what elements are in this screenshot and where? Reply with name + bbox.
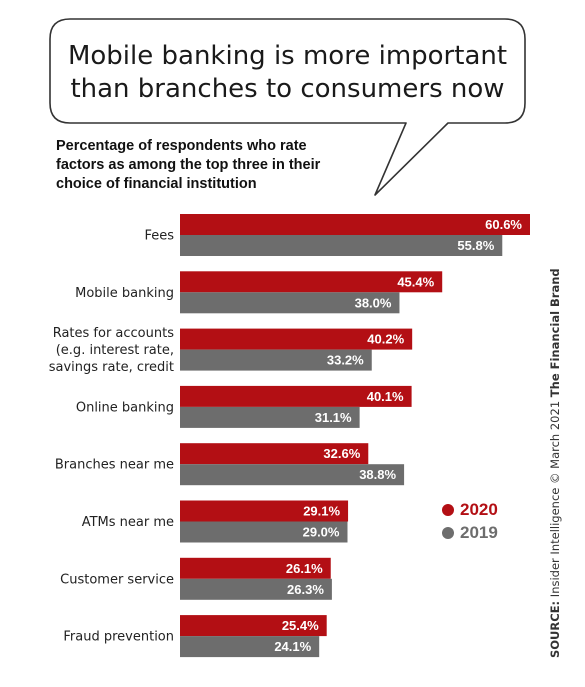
data-label-2019-0: 55.8% <box>457 238 494 253</box>
chart-subtitle: Percentage of respondents who rate facto… <box>56 137 386 194</box>
subtitle-line-2: factors as among the top three in their <box>56 157 321 173</box>
legend-swatch-2019 <box>442 527 454 539</box>
legend-label-2020: 2020 <box>460 500 498 519</box>
data-label-2020-0: 60.6% <box>485 217 522 232</box>
data-label-2019-2: 33.2% <box>327 353 364 368</box>
bar-2019-0 <box>180 235 503 256</box>
data-label-2020-3: 40.1% <box>367 389 404 404</box>
headline-line-1: Mobile banking is more important <box>67 41 508 71</box>
bar-2020-3 <box>180 385 412 407</box>
data-label-2020-6: 26.1% <box>286 561 323 576</box>
bar-2020-5 <box>180 500 349 522</box>
data-label-2019-3: 31.1% <box>315 410 352 425</box>
category-label-2-line-1: (e.g. interest rate, <box>56 343 174 358</box>
category-label-6: Customer service <box>60 572 174 587</box>
subtitle-line-1: Percentage of respondents who rate <box>56 138 307 154</box>
data-label-2019-5: 29.0% <box>303 525 340 540</box>
data-label-2020-2: 40.2% <box>367 332 404 347</box>
source-prefix: SOURCE: <box>548 600 562 658</box>
legend-swatch-2020 <box>442 504 454 516</box>
category-label-7: Fraud prevention <box>63 630 174 645</box>
bar-2020-0 <box>180 214 530 235</box>
data-label-2020-7: 25.4% <box>282 618 319 633</box>
legend-item-2020: 2020 <box>442 500 498 520</box>
category-label-3: Online banking <box>76 400 174 415</box>
category-label-2-line-2: savings rate, credit <box>49 360 174 375</box>
bar-2019-1 <box>180 292 400 314</box>
bar-2019-2 <box>180 349 372 371</box>
category-label-4: Branches near me <box>55 458 174 473</box>
data-label-2020-5: 29.1% <box>303 504 340 519</box>
bar-2019-7 <box>180 636 320 658</box>
bar-2019-3 <box>180 406 360 428</box>
category-label-2-line-0: Rates for accounts <box>53 326 175 341</box>
category-label-0: Fees <box>144 229 174 244</box>
subtitle-line-3: choice of financial institution <box>56 176 257 192</box>
legend-label-2019: 2019 <box>460 523 498 542</box>
bar-2019-4 <box>180 464 405 486</box>
bar-2019-6 <box>180 578 332 600</box>
bar-2020-1 <box>180 271 443 293</box>
bar-2019-5 <box>180 521 348 543</box>
source-text: Insider Intelligence © March 2021 <box>548 397 562 601</box>
source-brand: The Financial Brand <box>548 268 562 398</box>
data-label-2019-1: 38.0% <box>355 295 392 310</box>
category-label-5: ATMs near me <box>82 515 174 530</box>
source-credit: SOURCE: Insider Intelligence © March 202… <box>548 268 562 658</box>
data-label-2019-4: 38.8% <box>359 467 396 482</box>
bar-2020-4 <box>180 443 369 465</box>
bar-2020-7 <box>180 615 327 637</box>
headline-line-2: than branches to consumers now <box>70 74 505 104</box>
data-label-2020-1: 45.4% <box>397 274 434 289</box>
data-label-2019-6: 26.3% <box>287 582 324 597</box>
data-label-2020-4: 32.6% <box>323 446 360 461</box>
bar-2020-2 <box>180 328 413 350</box>
category-label-1: Mobile banking <box>75 286 174 301</box>
data-label-2019-7: 24.1% <box>274 639 311 654</box>
legend-item-2019: 2019 <box>442 523 498 543</box>
bar-2020-6 <box>180 557 331 579</box>
